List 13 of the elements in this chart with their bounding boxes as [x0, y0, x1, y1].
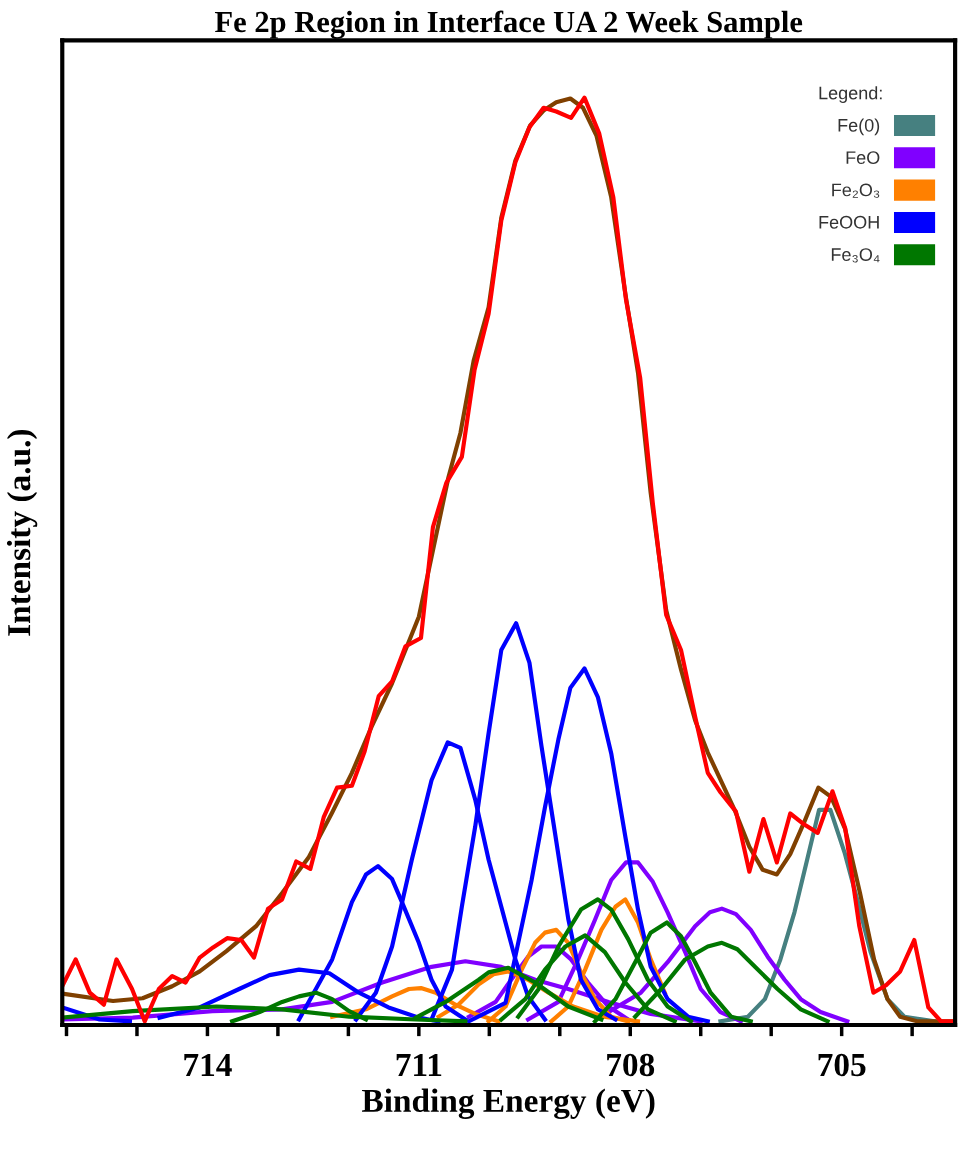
legend-label: Fe(0) — [838, 118, 880, 136]
chart-title: Fe 2p Region in Interface UA 2 Week Sample — [214, 10, 803, 39]
legend-label: Fe₃O₄ — [831, 248, 880, 263]
legend-label: FeOOH — [819, 215, 879, 229]
x-tick-label: 708 — [607, 1053, 655, 1077]
x-tick-label: 705 — [818, 1053, 866, 1077]
legend-label: Fe₂O₃ — [832, 183, 880, 198]
y-axis-title: Intensity (a.u.) — [6, 429, 38, 636]
x-tick-label: 711 — [396, 1053, 442, 1076]
x-axis-title: Binding Energy (eV) — [362, 1088, 655, 1120]
legend-title: Legend: — [819, 86, 882, 103]
legend-label: FeO — [846, 151, 880, 164]
x-tick-label: 714 — [184, 1053, 232, 1076]
